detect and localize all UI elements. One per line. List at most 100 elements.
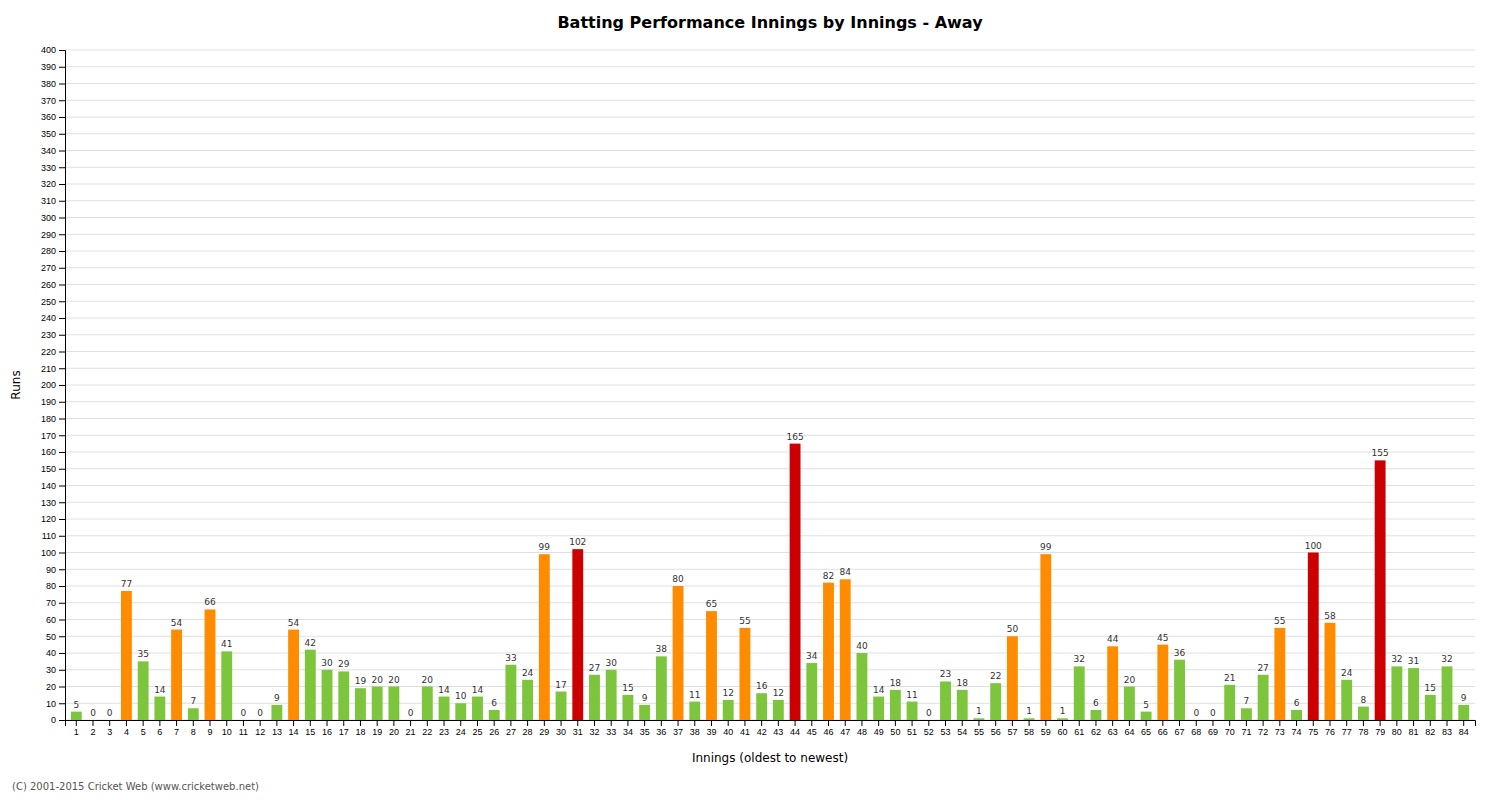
x-tick-label: 6 bbox=[157, 727, 162, 737]
bar bbox=[572, 549, 583, 720]
x-tick: 47 bbox=[840, 720, 850, 737]
x-tick: 52 bbox=[924, 720, 934, 737]
x-tick-mark bbox=[410, 720, 411, 726]
bar bbox=[1291, 710, 1302, 720]
y-tick-label: 50 bbox=[46, 632, 56, 642]
x-tick-mark bbox=[1313, 720, 1314, 726]
bar bbox=[522, 680, 533, 720]
data-label: 24 bbox=[522, 668, 534, 678]
grid-line bbox=[65, 401, 1475, 402]
y-tick: 280 bbox=[41, 246, 65, 256]
x-tick-label: 63 bbox=[1108, 727, 1118, 737]
x-tick-label: 5 bbox=[141, 727, 146, 737]
y-tick: 200 bbox=[41, 380, 65, 390]
y-tick: 370 bbox=[41, 96, 65, 106]
x-tick-mark bbox=[343, 720, 344, 726]
x-tick: 70 bbox=[1225, 720, 1235, 737]
y-tick-label: 190 bbox=[41, 397, 56, 407]
bar bbox=[1191, 720, 1202, 721]
x-tick-label: 33 bbox=[606, 727, 616, 737]
x-tick-label: 38 bbox=[690, 727, 700, 737]
x-tick-label: 66 bbox=[1158, 727, 1168, 737]
x-tick: 21 bbox=[406, 720, 416, 737]
y-tick-mark bbox=[59, 117, 65, 118]
y-tick-mark bbox=[59, 301, 65, 302]
x-tick: 75 bbox=[1308, 720, 1318, 737]
grid-line bbox=[65, 351, 1475, 352]
y-tick-label: 320 bbox=[41, 179, 56, 189]
x-tick: 32 bbox=[589, 720, 599, 737]
x-tick-mark bbox=[1279, 720, 1280, 726]
x-tick: 23 bbox=[439, 720, 449, 737]
x-tick-mark bbox=[226, 720, 227, 726]
y-tick-label: 40 bbox=[46, 648, 56, 658]
x-tick-mark bbox=[1062, 720, 1063, 726]
data-label: 0 bbox=[107, 708, 113, 718]
x-tick-mark bbox=[728, 720, 729, 726]
data-label: 5 bbox=[1143, 700, 1149, 710]
bar bbox=[455, 703, 466, 720]
data-label: 0 bbox=[408, 708, 414, 718]
bar bbox=[1325, 623, 1336, 720]
bar bbox=[1375, 460, 1386, 720]
bar bbox=[388, 687, 399, 721]
x-tick-mark bbox=[310, 720, 311, 726]
x-tick: 78 bbox=[1358, 720, 1368, 737]
grid-line bbox=[65, 267, 1475, 268]
x-tick-label: 18 bbox=[355, 727, 365, 737]
x-tick-mark bbox=[1413, 720, 1414, 726]
x-tick-mark bbox=[126, 720, 127, 726]
x-tick: 72 bbox=[1258, 720, 1268, 737]
y-tick: 0 bbox=[51, 715, 65, 725]
bar bbox=[305, 650, 316, 720]
x-tick-label: 46 bbox=[823, 727, 833, 737]
y-tick-mark bbox=[59, 586, 65, 587]
x-tick-mark bbox=[1263, 720, 1264, 726]
x-tick-label: 4 bbox=[124, 727, 129, 737]
x-tick: 56 bbox=[991, 720, 1001, 737]
bar bbox=[990, 683, 1001, 720]
y-tick-mark bbox=[59, 636, 65, 637]
y-tick: 100 bbox=[41, 548, 65, 558]
y-tick: 240 bbox=[41, 313, 65, 323]
bar bbox=[338, 671, 349, 720]
x-tick: 38 bbox=[690, 720, 700, 737]
x-tick-label: 53 bbox=[941, 727, 951, 737]
data-label: 9 bbox=[1461, 693, 1467, 703]
x-tick-mark bbox=[176, 720, 177, 726]
x-tick: 81 bbox=[1409, 720, 1419, 737]
bar bbox=[1425, 695, 1436, 720]
bar bbox=[322, 670, 333, 720]
x-tick: 43 bbox=[773, 720, 783, 737]
y-tick: 220 bbox=[41, 347, 65, 357]
x-tick-mark bbox=[1129, 720, 1130, 726]
bar bbox=[1358, 707, 1369, 720]
x-tick-mark bbox=[694, 720, 695, 726]
data-label: 6 bbox=[1294, 698, 1300, 708]
data-label: 20 bbox=[388, 675, 400, 685]
x-tick-label: 40 bbox=[723, 727, 733, 737]
x-tick-mark bbox=[1079, 720, 1080, 726]
data-label: 7 bbox=[1244, 696, 1250, 706]
data-label: 55 bbox=[1274, 616, 1285, 626]
grid-line bbox=[65, 502, 1475, 503]
data-label: 16 bbox=[756, 681, 768, 691]
y-tick: 20 bbox=[46, 682, 65, 692]
bar bbox=[1258, 675, 1269, 720]
data-label: 14 bbox=[438, 685, 450, 695]
x-tick: 49 bbox=[874, 720, 884, 737]
y-tick-mark bbox=[59, 285, 65, 286]
bar bbox=[689, 702, 700, 720]
x-tick-mark bbox=[995, 720, 996, 726]
data-label: 0 bbox=[926, 708, 932, 718]
data-label: 155 bbox=[1372, 448, 1389, 458]
y-tick-label: 80 bbox=[46, 581, 56, 591]
x-tick-label: 83 bbox=[1442, 727, 1452, 737]
x-tick-mark bbox=[895, 720, 896, 726]
grid-line bbox=[65, 318, 1475, 319]
data-label: 41 bbox=[221, 639, 232, 649]
y-tick-label: 270 bbox=[41, 263, 56, 273]
grid-line bbox=[65, 468, 1475, 469]
bar bbox=[138, 661, 149, 720]
bar bbox=[723, 700, 734, 720]
